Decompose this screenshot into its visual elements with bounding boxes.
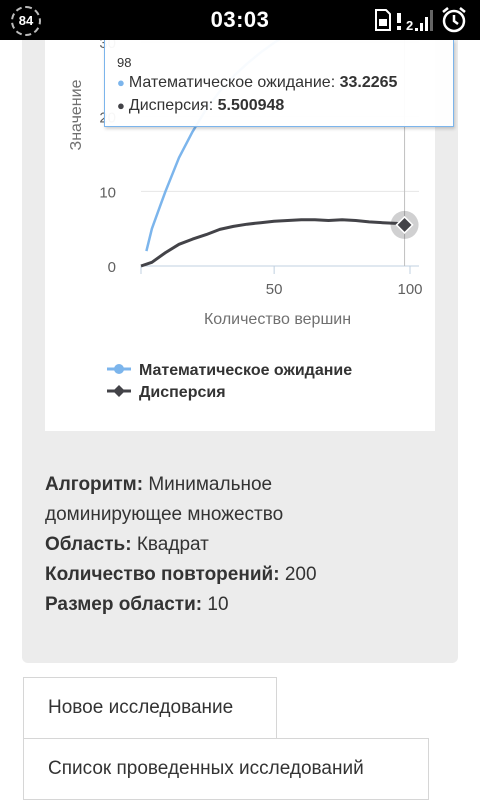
chart-tooltip: 98 ● Математическое ожидание: 33.2265 ● Ди… xyxy=(104,40,454,127)
signal-icon: 2 xyxy=(406,10,433,32)
algorithm-value-cont: доминирующее множество xyxy=(45,504,284,525)
legend-label: Дисперсия xyxy=(139,384,226,401)
repetitions-label: Количество повторений: xyxy=(45,564,280,585)
tooltip-row-mean: ● Математическое ожидание: 33.2265 xyxy=(117,74,397,92)
hover-marker-diamond xyxy=(395,215,414,234)
area-value: Квадрат xyxy=(136,534,209,555)
warning-icon xyxy=(397,13,401,30)
notification-count-icon: 84 xyxy=(11,6,41,36)
repetitions-value: 200 xyxy=(284,564,317,585)
chart-panel: 010203050100Количество вершинЗначениеМат… xyxy=(45,40,454,431)
info-area: Область: Квадрат xyxy=(45,530,445,560)
x-tick-label: 50 xyxy=(266,281,283,298)
alarm-icon xyxy=(442,7,466,33)
new-study-button[interactable]: Новое исследование xyxy=(23,677,277,739)
y-tick-label: 0 xyxy=(108,259,116,276)
info-algorithm: Алгоритм: Минимальное xyxy=(45,470,445,500)
x-tick-label: 100 xyxy=(397,281,422,298)
tooltip-mean-label: Математическое ожидание: xyxy=(128,74,340,91)
status-bar: 84 03:03 2 xyxy=(0,0,480,40)
series-line-variance xyxy=(140,218,405,268)
study-info: Алгоритм: Минимальное доминирующее множе… xyxy=(45,470,445,620)
clock: 03:03 xyxy=(210,7,270,32)
result-card: 010203050100Количество вершинЗначениеМат… xyxy=(22,40,458,663)
x-axis-title: Количество вершин xyxy=(204,311,351,328)
size-value: 10 xyxy=(207,594,229,615)
y-axis-title: Значение xyxy=(68,79,85,150)
tooltip-variance-label: Дисперсия: xyxy=(128,97,218,114)
tooltip-variance-value: 5.500948 xyxy=(217,97,285,114)
mean-dot-icon: ● xyxy=(117,75,125,90)
tooltip-row-variance: ● Дисперсия: 5.500948 xyxy=(117,97,284,115)
info-size: Размер области: 10 xyxy=(45,590,445,620)
area-label: Область: xyxy=(45,534,132,555)
svg-text:2: 2 xyxy=(406,18,413,32)
studies-list-button[interactable]: Список проведенных исследований xyxy=(23,738,429,800)
legend-diamond-icon xyxy=(113,385,125,397)
size-label: Размер области: xyxy=(45,594,203,615)
legend-label: Математическое ожидание xyxy=(139,362,352,379)
legend-circle-icon xyxy=(114,364,124,374)
y-tick-label: 10 xyxy=(99,184,116,201)
tooltip-x-value: 98 xyxy=(117,55,132,70)
status-icons: 2 xyxy=(374,7,468,33)
sim-card-icon xyxy=(375,9,391,31)
tooltip-mean-value: 33.2265 xyxy=(339,74,398,91)
info-repetitions: Количество повторений: 200 xyxy=(45,560,445,590)
algorithm-value: Минимальное xyxy=(148,474,273,495)
algorithm-label: Алгоритм: xyxy=(45,474,144,495)
info-algorithm-cont: доминирующее множество xyxy=(45,500,445,530)
variance-dot-icon: ● xyxy=(117,98,125,113)
